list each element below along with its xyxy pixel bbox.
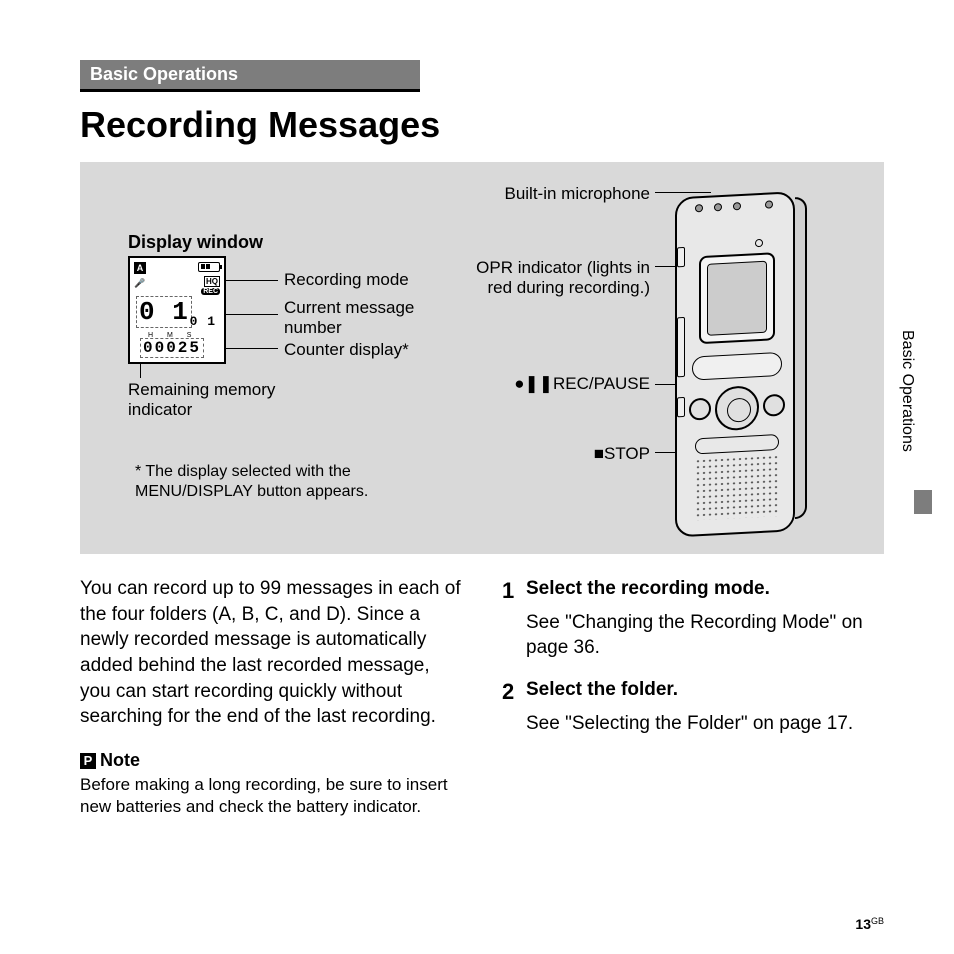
opr-led xyxy=(755,239,763,247)
note-body: Before making a long recording, be sure … xyxy=(80,774,462,818)
diagram-panel: Display window A 🎤 HQ REC 0 1 0 1 H M S … xyxy=(80,162,884,554)
manual-page: Basic Operations Recording Messages Disp… xyxy=(0,0,954,954)
right-column: 1 Select the recording mode. See "Changi… xyxy=(502,576,884,818)
label-mic: Built-in microphone xyxy=(450,184,650,204)
display-footnote: * The display selected with the MENU/DIS… xyxy=(135,462,415,502)
step-1-body: See "Changing the Recording Mode" on pag… xyxy=(526,610,884,661)
callout-recording-mode: Recording mode xyxy=(284,270,409,290)
step-1-number: 1 xyxy=(502,576,526,606)
lcd-screen: A 🎤 HQ REC 0 1 0 1 H M S 00025 xyxy=(128,256,226,364)
speaker-grille xyxy=(695,454,779,520)
folder-icon: A xyxy=(134,262,146,274)
rec-badge: REC xyxy=(201,288,220,295)
label-opr: OPR indicator (lights in red during reco… xyxy=(450,258,650,297)
step-1-title: Select the recording mode. xyxy=(526,576,770,606)
side-button-1 xyxy=(677,247,685,267)
callout-remaining: Remaining memory indicator xyxy=(128,380,328,421)
step-2-number: 2 xyxy=(502,677,526,707)
callout-counter: Counter display* xyxy=(284,340,409,360)
page-title: Recording Messages xyxy=(80,104,884,146)
section-header: Basic Operations xyxy=(80,60,420,92)
battery-icon xyxy=(198,262,220,272)
intro-text: You can record up to 99 messages in each… xyxy=(80,576,462,730)
stop-icon: ■ xyxy=(594,444,604,463)
body-columns: You can record up to 99 messages in each… xyxy=(80,576,884,818)
step-2-body: See "Selecting the Folder" on page 17. xyxy=(526,711,884,737)
step-2-title: Select the folder. xyxy=(526,677,678,707)
step-2: 2 Select the folder. xyxy=(502,677,884,707)
label-rec-pause: ●❚❚REC/PAUSE xyxy=(460,374,650,394)
page-number: 13GB xyxy=(855,916,884,932)
counter-value: 00025 xyxy=(140,338,204,358)
rec-pause-icon: ●❚❚ xyxy=(514,374,553,393)
msg-num-large: 0 1 xyxy=(136,296,192,328)
display-window-title: Display window xyxy=(128,232,468,253)
note-icon: P xyxy=(80,753,96,769)
callout-current-msg: Current message number xyxy=(284,298,454,339)
side-tab-label: Basic Operations xyxy=(898,330,916,452)
step-1: 1 Select the recording mode. xyxy=(502,576,884,606)
side-tab-marker xyxy=(914,490,932,514)
display-window-section: Display window A 🎤 HQ REC 0 1 0 1 H M S … xyxy=(128,232,468,257)
left-column: You can record up to 99 messages in each… xyxy=(80,576,462,818)
device-illustration xyxy=(675,191,807,546)
mic-icon: 🎤 xyxy=(134,278,145,289)
msg-num-small: 0 1 xyxy=(190,314,216,329)
label-stop: ■STOP xyxy=(510,444,650,464)
note-heading: PNote xyxy=(80,748,462,772)
hq-badge: HQ xyxy=(204,276,220,287)
